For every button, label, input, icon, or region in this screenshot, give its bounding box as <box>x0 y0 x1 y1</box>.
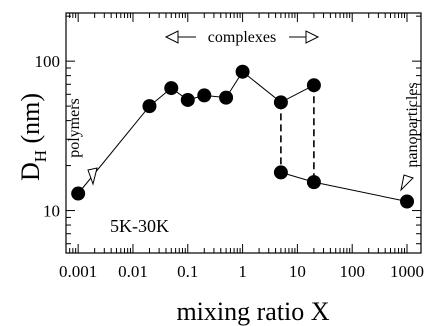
dashed-links <box>280 85 315 183</box>
complexes-annotation: complexes <box>164 29 320 46</box>
x-tick-label: 100 <box>339 262 365 281</box>
lower-connecting-line <box>280 171 408 202</box>
nanoparticles-annotation: nanoparticles <box>400 82 421 192</box>
data-point <box>235 64 250 79</box>
data-point <box>71 186 86 201</box>
data-point <box>142 99 157 114</box>
left-arrow-icon <box>164 30 179 44</box>
x-tick-label: 0.001 <box>59 262 97 281</box>
data-point <box>306 78 321 93</box>
x-tick-label: 0.1 <box>177 262 198 281</box>
polymers-annotation: polymers <box>66 98 98 186</box>
x-axis-label: mixing ratio X <box>176 297 329 326</box>
connecting-lines <box>77 70 408 202</box>
x-tick-label: 1 <box>238 262 247 281</box>
x-tick-label: 1000 <box>390 262 424 281</box>
x-tick-label: 0.01 <box>118 262 148 281</box>
data-point <box>219 90 234 105</box>
data-point <box>273 165 288 180</box>
svg-text:polymers: polymers <box>66 98 83 158</box>
data-point <box>180 92 195 107</box>
down-arrow-icon <box>87 167 98 186</box>
axis-ticks <box>65 13 421 253</box>
data-point <box>306 175 321 190</box>
sample-label: 5K-30K <box>110 216 169 236</box>
x-tick-label: 10 <box>289 262 306 281</box>
data-points <box>71 64 415 209</box>
data-point <box>164 81 179 96</box>
svg-text:nanoparticles: nanoparticles <box>404 82 421 167</box>
tick-labels: 0.001 0.01 0.1 1 10 100 1000 10 100 <box>35 52 425 281</box>
down-arrow-icon <box>400 174 414 192</box>
data-point <box>400 194 415 209</box>
data-point <box>273 95 288 110</box>
y-axis-label: DH (nm) <box>16 93 50 181</box>
right-arrow-icon <box>305 30 320 44</box>
plot-frame <box>65 12 422 254</box>
data-point <box>197 88 212 103</box>
y-tick-label: 10 <box>43 202 60 221</box>
y-tick-label: 100 <box>35 52 61 71</box>
svg-text:complexes: complexes <box>208 29 276 46</box>
